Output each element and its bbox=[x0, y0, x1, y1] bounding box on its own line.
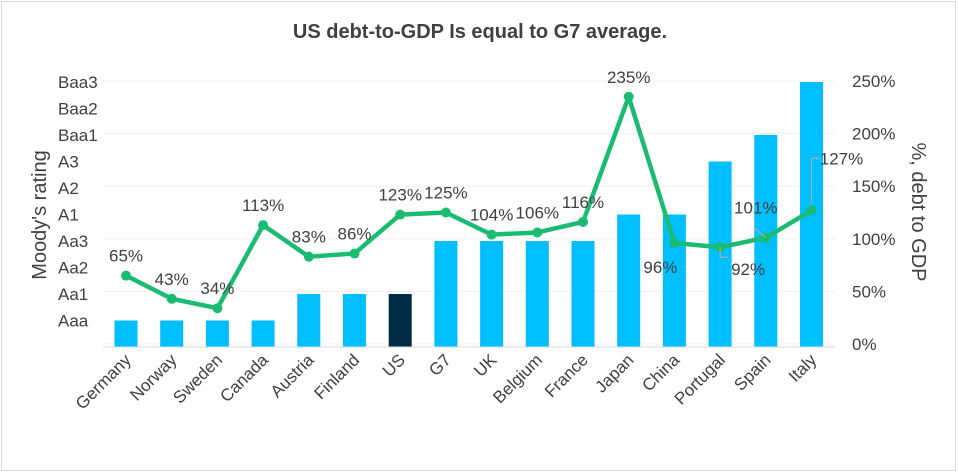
bar-canada bbox=[251, 320, 275, 347]
right-tick-label: 0% bbox=[852, 335, 877, 354]
debt-point bbox=[212, 303, 223, 314]
debt-point bbox=[806, 205, 817, 216]
right-tick-label: 100% bbox=[852, 230, 895, 249]
debt-point bbox=[440, 207, 451, 218]
data-label: 101% bbox=[734, 199, 777, 218]
debt-point bbox=[532, 227, 543, 238]
debt-line bbox=[124, 94, 813, 311]
data-label: 104% bbox=[470, 206, 513, 225]
x-tick-label: Japan bbox=[591, 350, 637, 396]
x-tick-label: Italy bbox=[785, 350, 821, 386]
right-axis-label: %, debt to GDP bbox=[907, 143, 929, 282]
left-tick-label: Aa2 bbox=[58, 259, 88, 278]
x-tick-label: Canada bbox=[216, 350, 272, 406]
debt-point bbox=[349, 248, 360, 259]
bar-japan bbox=[617, 214, 641, 347]
bar-china bbox=[662, 214, 686, 347]
x-tick-label: Belgium bbox=[489, 350, 546, 407]
bar-france bbox=[571, 241, 595, 347]
data-label: 65% bbox=[109, 247, 143, 266]
x-tick-label: US bbox=[379, 350, 409, 380]
x-tick-label: Sweden bbox=[169, 350, 226, 407]
left-tick-label: Baa3 bbox=[58, 73, 98, 92]
left-tick-label: Aa1 bbox=[58, 285, 88, 304]
data-label: 106% bbox=[516, 203, 559, 222]
data-label: 34% bbox=[200, 279, 234, 298]
debt-point bbox=[121, 270, 131, 281]
left-tick-label: A2 bbox=[58, 179, 79, 198]
x-tick-label: UK bbox=[470, 350, 501, 381]
data-label: 235% bbox=[607, 68, 650, 87]
right-tick-label: 200% bbox=[852, 125, 895, 144]
bar-finland bbox=[343, 294, 366, 347]
bar-belgium bbox=[525, 241, 549, 347]
x-tick-label: Germany bbox=[72, 350, 135, 413]
x-tick-label: Portugal bbox=[671, 350, 729, 408]
debt-point bbox=[395, 209, 406, 220]
x-tick-label: Austria bbox=[267, 350, 318, 401]
bar-germany bbox=[114, 320, 138, 347]
bar-sweden bbox=[205, 320, 229, 347]
left-tick-label: A3 bbox=[58, 153, 79, 172]
debt-point bbox=[303, 251, 314, 262]
left-tick-label: A1 bbox=[58, 206, 79, 225]
bar-norway bbox=[160, 320, 184, 347]
left-tick-label: Aa3 bbox=[58, 232, 88, 251]
right-tick-label: 50% bbox=[852, 282, 886, 301]
bar-austria bbox=[297, 294, 321, 347]
bar-uk bbox=[480, 241, 504, 347]
leader-line bbox=[753, 227, 767, 239]
bar-g7 bbox=[434, 241, 458, 347]
data-label: 127% bbox=[820, 149, 863, 168]
x-tick-label: G7 bbox=[425, 350, 454, 379]
data-label: 43% bbox=[155, 270, 189, 289]
leader-line bbox=[719, 247, 729, 258]
data-label: 123% bbox=[378, 186, 421, 205]
data-label: 96% bbox=[643, 258, 677, 277]
left-tick-label: Baa1 bbox=[58, 126, 98, 145]
debt-point bbox=[166, 293, 177, 304]
data-label: 125% bbox=[424, 184, 467, 203]
chart-title: US debt-to-GDP Is equal to G7 average. bbox=[293, 21, 667, 43]
bar-us bbox=[388, 294, 412, 347]
leader-line bbox=[811, 157, 820, 203]
left-axis-label: Moody's rating bbox=[29, 150, 51, 279]
debt-point bbox=[623, 91, 634, 102]
right-tick-label: 150% bbox=[852, 177, 895, 196]
x-tick-label: Finland bbox=[310, 350, 363, 403]
x-tick-label: France bbox=[541, 350, 592, 401]
debt-point bbox=[669, 238, 680, 249]
right-tick-label: 250% bbox=[852, 72, 895, 91]
debt-point bbox=[578, 216, 588, 227]
data-label: 86% bbox=[337, 225, 371, 244]
debt-point bbox=[486, 229, 497, 240]
left-tick-label: Aaa bbox=[58, 312, 89, 331]
x-tick-label: Spain bbox=[730, 350, 774, 394]
debt-point bbox=[258, 220, 269, 231]
left-tick-label: Baa2 bbox=[58, 100, 98, 119]
data-label: 92% bbox=[731, 260, 765, 279]
data-label: 113% bbox=[242, 196, 284, 215]
data-label: 83% bbox=[292, 228, 326, 247]
data-label: 116% bbox=[562, 193, 604, 212]
